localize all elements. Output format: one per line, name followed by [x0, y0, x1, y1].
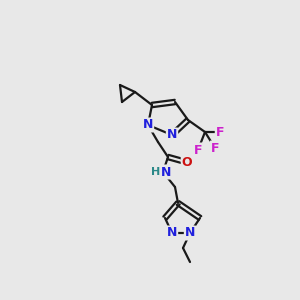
Text: F: F [194, 143, 202, 157]
Text: F: F [216, 125, 224, 139]
Text: N: N [185, 226, 195, 239]
Text: N: N [167, 226, 177, 239]
Text: H: H [152, 167, 160, 177]
Text: N: N [167, 128, 177, 142]
Text: N: N [161, 166, 171, 178]
Text: N: N [143, 118, 153, 131]
Text: F: F [211, 142, 219, 154]
Text: O: O [182, 155, 192, 169]
